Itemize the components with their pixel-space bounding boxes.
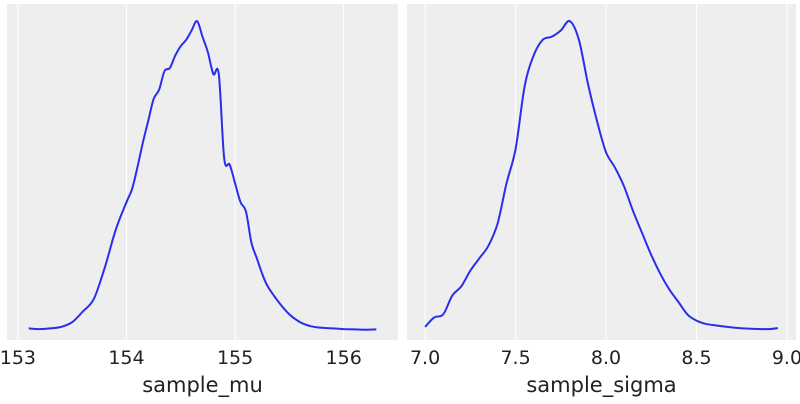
x-tick-label: 7.0 <box>410 347 440 369</box>
x-axis-label: sample_sigma <box>526 373 676 398</box>
x-tick-label: 7.5 <box>500 347 530 369</box>
x-tick-label: 9.0 <box>772 347 800 369</box>
x-tick-label: 155 <box>217 347 253 369</box>
density-line-sample-mu <box>28 20 377 331</box>
panel-background-sample-sigma <box>407 4 796 340</box>
panel-sample-sigma: 7.0 7.5 8.0 8.5 9.0 sample_sigma <box>407 4 800 398</box>
x-tick-label: 156 <box>326 347 362 369</box>
density-line-sample-sigma <box>424 19 779 331</box>
x-tick-label: 154 <box>108 347 144 369</box>
panel-sample-mu: 153 154 155 156 sample_mu <box>0 4 398 398</box>
x-tick-label: 153 <box>0 347 36 369</box>
panel-background-sample-mu <box>7 4 398 340</box>
x-tick-label: 8.0 <box>591 347 621 369</box>
x-axis-label: sample_mu <box>142 373 263 398</box>
x-tick-label: 8.5 <box>681 347 711 369</box>
